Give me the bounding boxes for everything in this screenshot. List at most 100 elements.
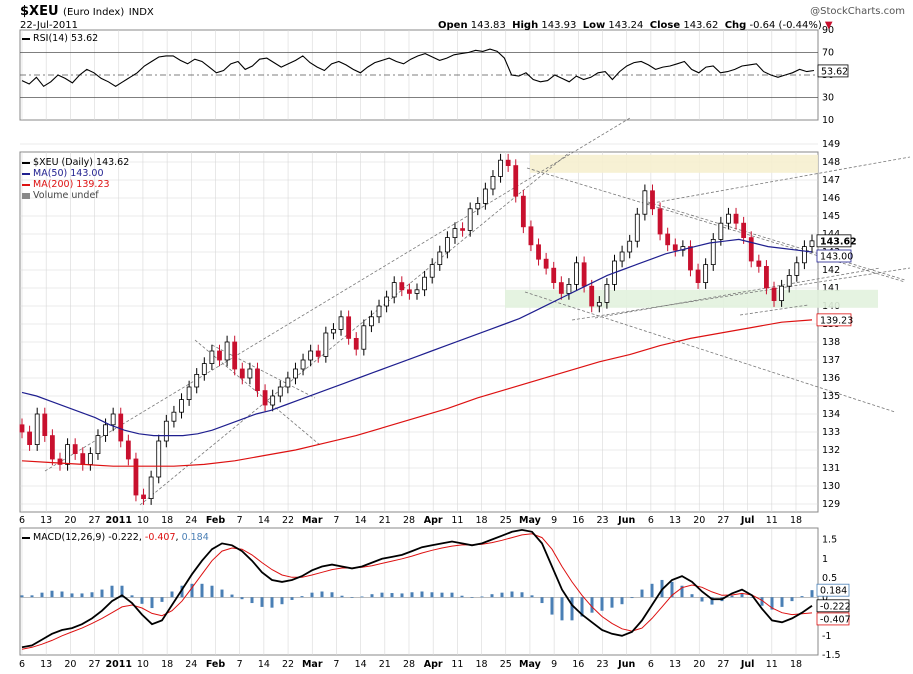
x-tick-label: 18 (790, 659, 802, 670)
macd-hist-bar (480, 596, 484, 598)
px-panel-frame (19, 151, 819, 513)
x-tick-label: 13 (40, 515, 52, 526)
candle-body (771, 287, 777, 301)
macd-hist-bar (550, 597, 554, 615)
x-tick-label: 10 (137, 659, 149, 670)
candle-body (376, 305, 382, 318)
candle-body (748, 237, 754, 262)
candle-body (627, 240, 633, 253)
rsi-value-badge-box (817, 64, 849, 78)
candle-body (57, 458, 63, 465)
macd-hist-bar (470, 597, 474, 598)
low-value: 143.24 (608, 20, 644, 31)
x-tick-label: 18 (476, 659, 488, 670)
candle-body (596, 301, 602, 307)
x-tick-label: 20 (693, 515, 705, 526)
macd-hist-bar (240, 597, 244, 600)
macd-hist-bar (510, 591, 514, 598)
candle-body (19, 424, 25, 433)
macd-badge-box-hist (816, 583, 850, 597)
candle-body (460, 228, 465, 231)
price-tick-label: 133 (822, 427, 840, 438)
candle-body (209, 350, 215, 364)
resistance-zone (530, 154, 818, 173)
macd-legend-swatch-icon (22, 536, 30, 539)
macd-tick-label: 1.5 (822, 535, 837, 546)
x-tick-label: 27 (717, 515, 729, 526)
x-tick-label: 24 (185, 659, 197, 670)
candle-body (688, 246, 693, 271)
price-tick-label: 138 (822, 337, 840, 348)
price-tick-label: 148 (822, 157, 840, 168)
candle-body (703, 264, 709, 284)
ohlc-bar: Open 143.83 High 143.93 Low 143.24 Close… (438, 20, 833, 31)
macd-legend: MACD(12,26,9) -0.222, -0.407, 0.184 (22, 532, 209, 543)
candle-body (634, 213, 640, 242)
candle-body (217, 350, 222, 361)
x-tick-label: 6 (19, 659, 25, 670)
rsi-legend-swatch-icon (22, 37, 30, 40)
x-tick-label: 28 (403, 659, 415, 670)
candle-body (558, 282, 564, 294)
candle-body (642, 190, 648, 215)
macd-hist-bar (740, 593, 744, 598)
macd-hist-bar (320, 591, 324, 598)
candle-body (95, 435, 101, 455)
x-tick-label: 7 (333, 659, 339, 670)
rsi-tick-label: 90 (822, 25, 834, 36)
x-tick-label: 11 (451, 659, 463, 670)
candle-body (369, 316, 374, 327)
macd-hist-bar (540, 597, 544, 604)
macd-badge-hist: 0.184 (820, 586, 847, 597)
price-tick-label: 145 (822, 211, 840, 222)
candle-body (741, 222, 747, 238)
candle-body (574, 262, 579, 285)
macd-hist-bar (530, 595, 534, 598)
candle-body (437, 251, 443, 265)
ma200-legend-swatch-icon (22, 183, 30, 186)
macd-hist-bar (220, 589, 224, 598)
candle-body (429, 264, 435, 278)
x-tick-label: Feb (206, 659, 226, 670)
candle-body (452, 228, 458, 239)
candle-body (171, 411, 177, 422)
candle-body (186, 386, 192, 400)
candle-body (756, 260, 762, 267)
candle-body (331, 328, 336, 334)
x-tick-label: 14 (258, 515, 270, 526)
macd-hist-bar (680, 585, 684, 598)
candle-body (650, 190, 655, 210)
candle-body (536, 244, 541, 260)
candle-body (80, 453, 86, 465)
macd-hist-bar (190, 583, 194, 598)
x-tick-label: 18 (161, 659, 173, 670)
macd-hist-bar (670, 581, 674, 598)
candle-body (308, 350, 314, 361)
candle-body (148, 476, 154, 500)
macd-hist-bar (120, 585, 124, 598)
macd-badge-box-macd (816, 599, 850, 613)
x-tick-label: 13 (669, 515, 681, 526)
macd-hist-bar (620, 597, 624, 605)
macd-hist-bar (250, 597, 254, 604)
trend-line (739, 304, 809, 316)
x-tick-label: 2011 (106, 515, 132, 526)
macd-hist-bar (420, 591, 424, 598)
macd-badge-macd: -0.222 (820, 601, 851, 612)
candle-body (802, 246, 807, 264)
macd-hist-bar (60, 591, 64, 598)
candle-body (277, 386, 283, 397)
macd-hist-bar (560, 597, 564, 621)
x-tick-label: 9 (551, 515, 557, 526)
macd-hist-bar (290, 597, 294, 600)
macd-hist-bar (750, 597, 754, 598)
candle-body (87, 453, 93, 465)
macd-v3: 0.184 (181, 532, 209, 543)
candle-body (285, 377, 291, 388)
macd-signal-line (21, 533, 813, 650)
macd-hist-bar (710, 597, 714, 605)
x-tick-label: 27 (89, 515, 101, 526)
macd-panel-frame (19, 527, 819, 656)
macd-hist-bar (70, 593, 74, 598)
x-tick-label: 11 (451, 515, 463, 526)
